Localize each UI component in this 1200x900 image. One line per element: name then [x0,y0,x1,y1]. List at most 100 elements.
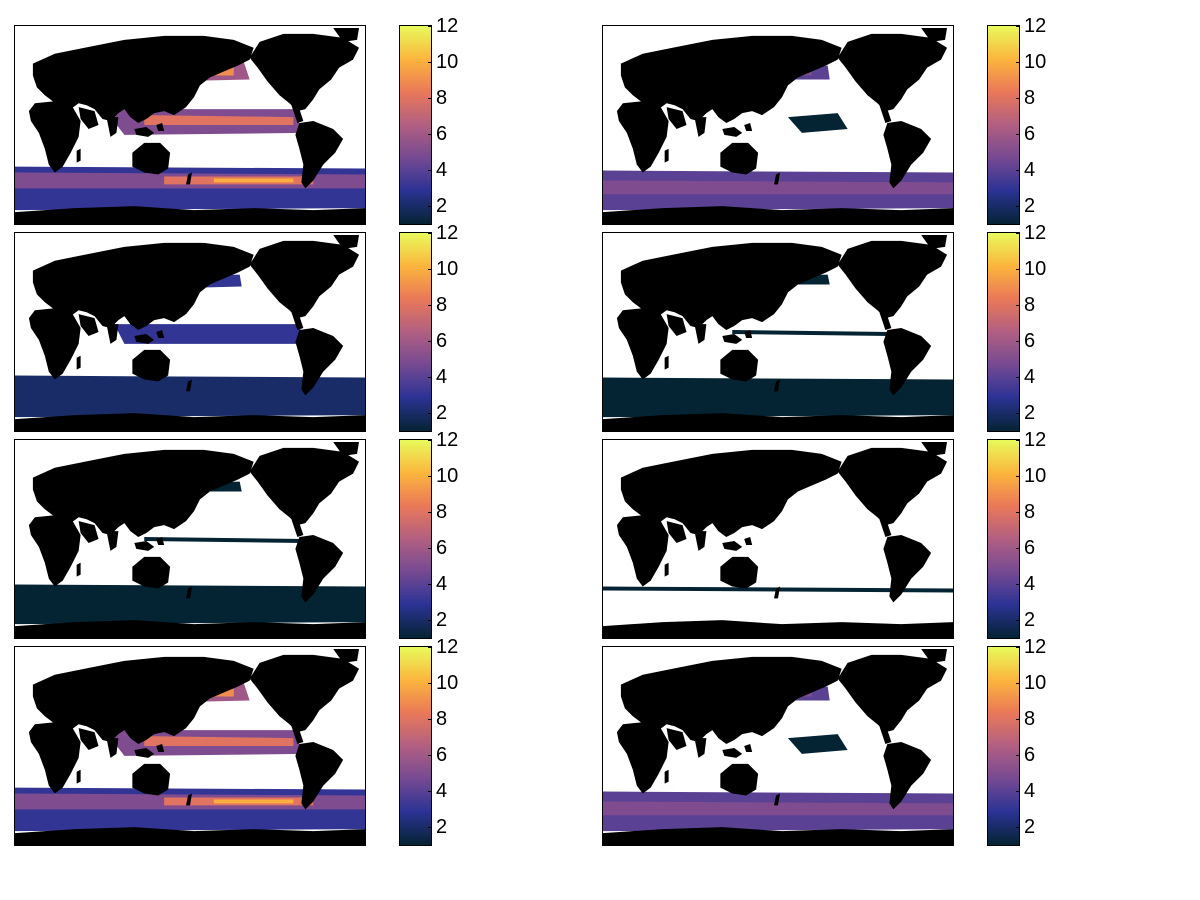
land-mass-5 [76,355,81,370]
land-mass-12 [333,234,360,249]
colorbar-tick-mark [1016,476,1020,477]
land-mass-13 [879,312,892,331]
colorbar-tick-mark [1016,548,1020,549]
colorbar-tick-mark [428,620,432,621]
colorbar-tick-label: 8 [1024,708,1036,730]
colorbar-r2-c2 [987,232,1020,432]
colorbar-tick-mark [428,791,432,792]
land-mass-1 [32,656,254,745]
land-mass-11 [249,447,360,526]
colorbar-tick-mark [1016,413,1020,414]
land-mass-11 [837,33,948,112]
land-mass-2 [28,308,81,380]
ocean-field-2 [114,324,304,344]
colorbar-tick-label: 10 [1024,51,1047,73]
land-mass-4 [106,531,119,551]
land-mass-6 [134,540,155,551]
colorbar-tick-label: 12 [1024,15,1047,37]
colorbar-tick-label: 12 [1024,429,1047,451]
land-mass-2 [616,515,669,587]
map-panel-r2-c1 [14,232,366,432]
colorbar-tick-mark [428,827,432,828]
land-mass-3 [78,521,99,543]
colorbar-tick-mark [1016,584,1020,585]
land-mass-14 [883,742,932,810]
land-mass-10 [774,793,780,806]
map-panel-r2-c2 [602,232,954,432]
land-mass-10 [774,586,780,599]
land-mass-15 [603,620,953,638]
land-mass-10 [186,379,192,392]
colorbar-tick-mark [1016,620,1020,621]
map-panel-r3-c2 [602,439,954,639]
colorbar-tick-label: 10 [436,465,459,487]
land-mass-4 [106,738,119,758]
colorbar-tick-label: 4 [1024,159,1036,181]
land-mass-5 [76,562,81,577]
land-mass-7 [156,123,165,131]
map-plot [603,647,953,845]
land-mass-8 [186,700,194,717]
land-mass-4 [106,324,119,344]
land-mass-9 [132,556,171,589]
map-plot [15,440,365,638]
land-mass-15 [15,413,365,431]
colorbar-tick-mark [1016,791,1020,792]
colorbar-tick-mark [428,683,432,684]
land-mass-4 [106,117,119,137]
colorbar-tick-label: 8 [436,294,448,316]
land-mass-9 [720,142,759,175]
ocean-field-6 [144,115,294,125]
colorbar-tick-label: 12 [436,222,459,244]
colorbar-tick-label: 10 [436,672,459,694]
land-mass-1 [32,242,254,331]
land-mass-5 [664,769,669,784]
land-mass-10 [186,586,192,599]
land-mass-5 [76,769,81,784]
land-mass-3 [666,521,687,543]
land-mass-7 [744,123,753,131]
map-panel-r1-c2 [602,25,954,225]
land-mass-3 [78,107,99,129]
land-mass-11 [837,240,948,319]
land-mass-13 [291,519,304,538]
land-mass-3 [78,314,99,336]
map-plot [603,233,953,431]
land-mass-3 [666,728,687,750]
land-mass-1 [620,449,842,538]
colorbar-tick-label: 10 [436,258,459,280]
land-mass-13 [291,105,304,124]
colorbar-tick-mark [428,233,432,234]
colorbar-tick-label: 2 [1024,609,1036,631]
land-mass-15 [15,620,365,638]
land-mass-8 [774,286,782,303]
colorbar-ticks: 2 4 6 8 10 12 [1024,16,1084,225]
land-mass-11 [249,240,360,319]
land-mass-5 [664,355,669,370]
colorbar-tick-mark [1016,755,1020,756]
colorbar-tick-label: 4 [436,780,448,802]
land-mass-12 [921,234,948,249]
land-mass-3 [666,314,687,336]
ocean-field-6 [144,736,294,746]
land-mass-14 [883,328,932,396]
land-mass-9 [720,349,759,382]
colorbar-tick-label: 2 [1024,402,1036,424]
land-mass-11 [837,654,948,733]
land-mass-14 [295,742,344,810]
colorbar-tick-mark [428,26,432,27]
colorbar-tick-mark [428,512,432,513]
colorbar-tick-label: 4 [1024,573,1036,595]
land-mass-15 [15,206,365,224]
land-mass-3 [666,107,687,129]
land-mass-7 [156,744,165,752]
colorbar-tick-label: 8 [1024,501,1036,523]
colorbar-tick-mark [1016,377,1020,378]
land-mass-7 [156,537,165,545]
ocean-field-1 [15,584,365,625]
colorbar-tick-label: 10 [1024,672,1047,694]
colorbar-tick-mark [428,62,432,63]
land-mass-7 [744,537,753,545]
land-mass-12 [333,648,360,663]
land-mass-5 [664,148,669,163]
